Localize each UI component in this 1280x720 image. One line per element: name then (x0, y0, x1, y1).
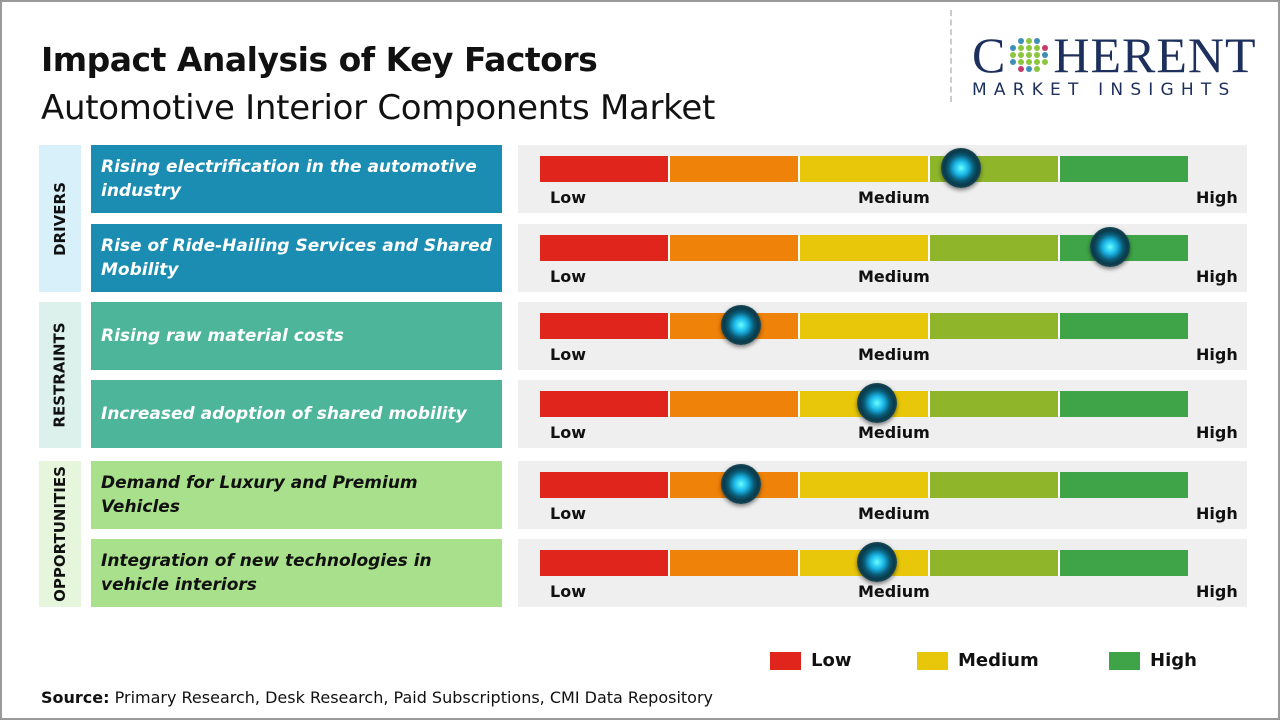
legend-low: Low (770, 650, 851, 671)
gauge-low-label: Low (550, 345, 586, 364)
gauge-segment (670, 235, 800, 261)
legend-high: High (1109, 650, 1197, 671)
gauge-medium-label: Medium (858, 582, 930, 601)
factor-box: Rising raw material costs (91, 302, 502, 370)
category-drivers: DRIVERS (39, 145, 81, 292)
gauge-high-label: High (1196, 345, 1238, 364)
globe-icon (1010, 38, 1049, 72)
category-restraints: RESTRAINTS (39, 302, 81, 448)
gauge-segment (800, 156, 930, 182)
gauge-segment (930, 550, 1060, 576)
gauge-segment (930, 472, 1060, 498)
factor-text: Integration of new technologies in vehic… (101, 551, 432, 595)
gauge-segment (800, 313, 930, 339)
gauge-low-label: Low (550, 188, 586, 207)
logo-subtitle: MARKET INSIGHTS (972, 80, 1237, 100)
gauge-segment (800, 235, 930, 261)
factor-box: Rising electrification in the automotive… (91, 145, 502, 213)
impact-gauge: Low Medium High (518, 302, 1247, 370)
gauge-medium-label: Medium (858, 345, 930, 364)
category-label: OPPORTUNITIES (51, 466, 69, 602)
gauge-segment (1060, 472, 1188, 498)
category-opportunities: OPPORTUNITIES (39, 461, 81, 607)
impact-indicator-knob (941, 148, 982, 188)
gauge-medium-label: Medium (858, 423, 930, 442)
gauge-low-label: Low (550, 582, 586, 601)
factor-box: Increased adoption of shared mobility (91, 380, 502, 448)
page-subtitle: Automotive Interior Components Market (41, 88, 716, 128)
factor-box: Rise of Ride-Hailing Services and Shared… (91, 224, 502, 292)
legend-swatch (1109, 651, 1140, 670)
gauge-segment (670, 391, 800, 417)
gauge-bar (540, 391, 1188, 417)
factor-text: Rising raw material costs (101, 326, 344, 346)
factor-box: Demand for Luxury and Premium Vehicles (91, 461, 502, 529)
impact-gauge: Low Medium High (518, 145, 1247, 213)
gauge-high-label: High (1196, 423, 1238, 442)
impact-gauge: Low Medium High (518, 539, 1247, 607)
gauge-segment (1060, 156, 1188, 182)
gauge-segment (540, 391, 670, 417)
gauge-segment (670, 156, 800, 182)
gauge-segment (1060, 313, 1188, 339)
gauge-low-label: Low (550, 267, 586, 286)
legend-medium: Medium (917, 650, 1039, 671)
gauge-segment (930, 235, 1060, 261)
gauge-low-label: Low (550, 423, 586, 442)
category-label: RESTRAINTS (51, 322, 70, 428)
legend-swatch (917, 651, 948, 670)
gauge-medium-label: Medium (858, 267, 930, 286)
gauge-bar (540, 235, 1188, 261)
gauge-high-label: High (1196, 267, 1238, 286)
page-title: Impact Analysis of Key Factors (41, 40, 598, 79)
impact-indicator-knob (1090, 227, 1131, 267)
impact-indicator-knob (720, 305, 761, 345)
gauge-segment (540, 156, 670, 182)
gauge-segment (930, 391, 1060, 417)
gauge-segment (1060, 391, 1188, 417)
gauge-segment (540, 313, 670, 339)
factor-text: Rising electrification in the automotive… (101, 157, 477, 201)
factor-box: Integration of new technologies in vehic… (91, 539, 502, 607)
gauge-segment (1060, 550, 1188, 576)
gauge-segment (540, 235, 670, 261)
factor-text: Rise of Ride-Hailing Services and Shared… (101, 236, 492, 280)
source-note: Source: Primary Research, Desk Research,… (41, 688, 713, 707)
gauge-high-label: High (1196, 188, 1238, 207)
impact-indicator-knob (856, 383, 897, 423)
gauge-medium-label: Medium (858, 188, 930, 207)
gauge-medium-label: Medium (858, 504, 930, 523)
gauge-segment (670, 550, 800, 576)
impact-gauge: Low Medium High (518, 380, 1247, 448)
logo-divider (950, 10, 952, 102)
impact-indicator-knob (720, 464, 761, 504)
impact-gauge: Low Medium High (518, 224, 1247, 292)
gauge-segment (540, 472, 670, 498)
factor-text: Demand for Luxury and Premium Vehicles (101, 473, 418, 517)
impact-gauge: Low Medium High (518, 461, 1247, 529)
gauge-bar (540, 472, 1188, 498)
gauge-bar (540, 156, 1188, 182)
gauge-high-label: High (1196, 582, 1238, 601)
gauge-segment (800, 472, 930, 498)
coherent-logo: C HERENT MARKET INSIGHTS (972, 30, 1262, 100)
legend-swatch (770, 651, 801, 670)
gauge-segment (540, 550, 670, 576)
gauge-low-label: Low (550, 504, 586, 523)
category-label: DRIVERS (51, 181, 70, 256)
gauge-high-label: High (1196, 504, 1238, 523)
gauge-segment (930, 313, 1060, 339)
gauge-bar (540, 313, 1188, 339)
impact-indicator-knob (856, 542, 897, 582)
factor-text: Increased adoption of shared mobility (101, 404, 467, 424)
